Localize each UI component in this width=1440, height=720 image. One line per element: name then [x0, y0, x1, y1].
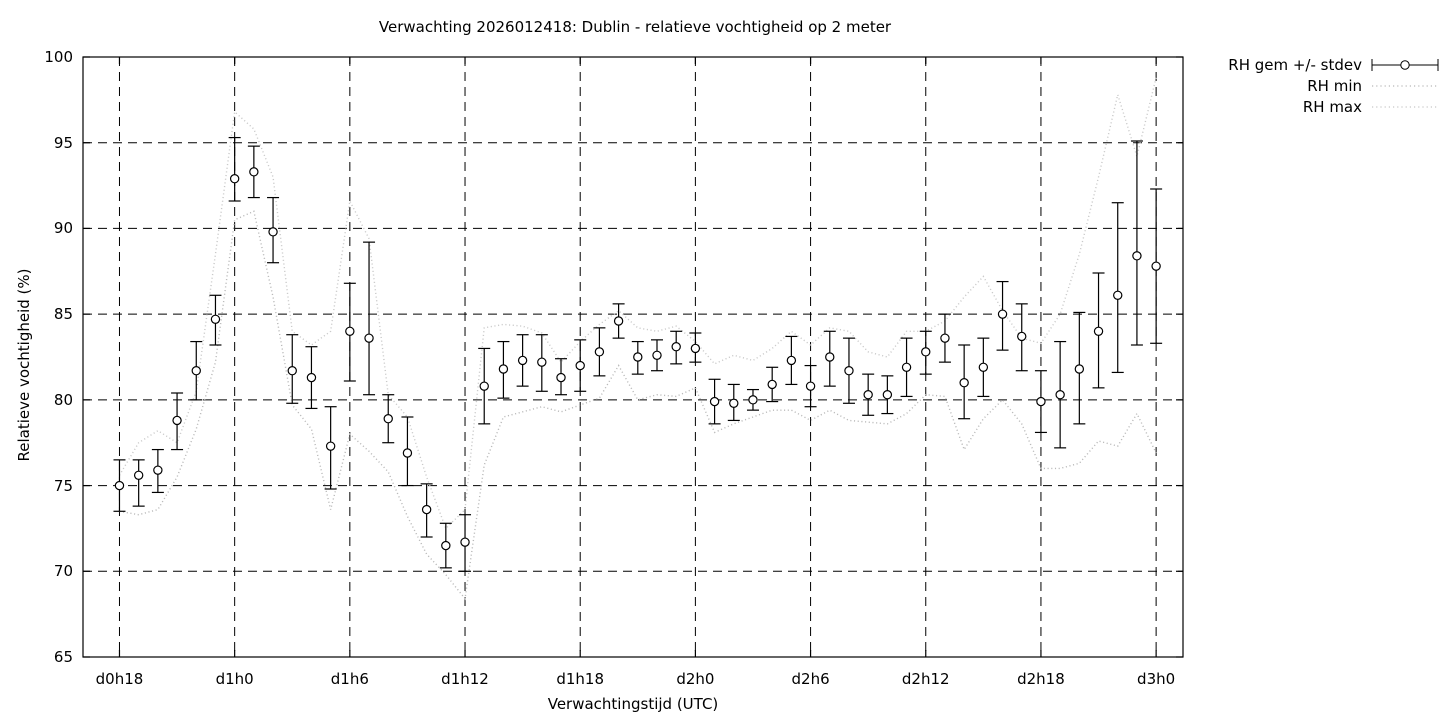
data-point	[862, 373, 875, 416]
data-point	[650, 339, 663, 372]
x-tick-label: d2h18	[1017, 670, 1065, 688]
data-point	[190, 340, 203, 401]
legend-label-rh-min: RH min	[1307, 76, 1362, 95]
legend-label-rh-max: RH max	[1302, 97, 1362, 116]
x-tick-label: d2h0	[676, 670, 715, 688]
legend-label-rh-gem: RH gem +/- stdev	[1228, 55, 1362, 74]
data-point	[1130, 140, 1143, 346]
data-point	[785, 335, 798, 386]
data-point	[1034, 370, 1047, 434]
legend-item-rh-max: RH max	[1196, 96, 1440, 117]
x-tick-label: d1h12	[441, 670, 489, 688]
chart-title: Verwachting 2026012418: Dublin - relatie…	[378, 18, 892, 36]
data-point	[593, 327, 606, 377]
data-point	[324, 406, 337, 490]
data-point	[708, 378, 721, 425]
chart-legend: RH gem +/- stdev RH min RH max	[1196, 54, 1440, 117]
x-tick-label: d2h6	[791, 670, 830, 688]
y-tick-label: 85	[53, 305, 73, 324]
data-point	[305, 346, 318, 410]
x-tick-label: d1h0	[215, 670, 254, 688]
data-point	[171, 392, 184, 451]
data-point	[900, 337, 913, 398]
data-point	[804, 364, 817, 408]
data-point	[478, 347, 491, 425]
y-tick-label: 75	[53, 476, 73, 495]
data-point	[286, 334, 299, 404]
x-axis-title: Verwachtingstijd (UTC)	[547, 695, 719, 713]
legend-sample-dotted-min	[1372, 84, 1438, 87]
data-point	[132, 459, 145, 507]
data-point	[209, 294, 222, 346]
legend-item-rh-gem: RH gem +/- stdev	[1196, 54, 1440, 75]
data-point	[363, 241, 376, 396]
data-point	[1092, 272, 1105, 389]
legend-item-rh-min: RH min	[1196, 75, 1440, 96]
data-point	[343, 282, 356, 382]
legend-sample-dotted-max	[1372, 105, 1438, 108]
x-tick-label: d3h0	[1137, 670, 1176, 688]
data-point	[439, 522, 452, 569]
x-tick-label: d2h12	[901, 670, 950, 688]
data-point	[1015, 303, 1028, 372]
axis-ticks	[83, 56, 1183, 658]
y-tick-label: 80	[53, 390, 73, 409]
grid-lines	[83, 57, 1183, 657]
data-point	[670, 330, 683, 365]
data-point	[612, 303, 625, 339]
data-point	[746, 388, 759, 411]
data-point	[823, 330, 836, 387]
x-tick-label: d0h18	[95, 670, 144, 688]
data-point	[977, 337, 990, 398]
data-point	[535, 334, 548, 392]
data-point	[267, 196, 280, 264]
y-tick-label: 70	[53, 562, 73, 581]
data-point	[555, 358, 568, 396]
data-point	[958, 344, 971, 420]
data-point	[631, 340, 644, 375]
data-point	[919, 330, 932, 375]
data-point	[151, 448, 164, 494]
legend-sample-errorbar	[1371, 58, 1439, 71]
data-point	[497, 340, 510, 399]
data-point	[996, 280, 1009, 351]
data-point	[247, 145, 260, 199]
errorbar-series	[113, 136, 1163, 572]
data-point	[401, 416, 414, 487]
data-point	[113, 459, 126, 512]
data-point	[689, 332, 702, 363]
data-point	[766, 366, 779, 403]
y-tick-label: 100	[44, 48, 73, 66]
data-point	[1073, 311, 1086, 425]
y-tick-label: 95	[53, 133, 73, 152]
data-point	[727, 383, 740, 422]
data-point	[516, 334, 529, 387]
data-point	[1150, 188, 1163, 344]
data-point	[459, 514, 472, 572]
data-point	[938, 313, 951, 363]
plot-frame	[82, 56, 1184, 658]
y-tick-label: 90	[53, 219, 73, 238]
data-point	[382, 394, 395, 444]
data-point	[842, 337, 855, 404]
x-tick-label: d1h6	[330, 670, 369, 688]
data-point	[574, 339, 587, 392]
y-tick-label: 65	[53, 648, 73, 666]
data-point	[420, 483, 433, 538]
minmax-curves	[118, 77, 1157, 601]
data-point	[228, 136, 241, 202]
x-tick-label: d1h18	[556, 670, 605, 688]
data-point	[1054, 340, 1067, 449]
data-point	[1111, 202, 1124, 374]
data-point	[881, 375, 894, 415]
